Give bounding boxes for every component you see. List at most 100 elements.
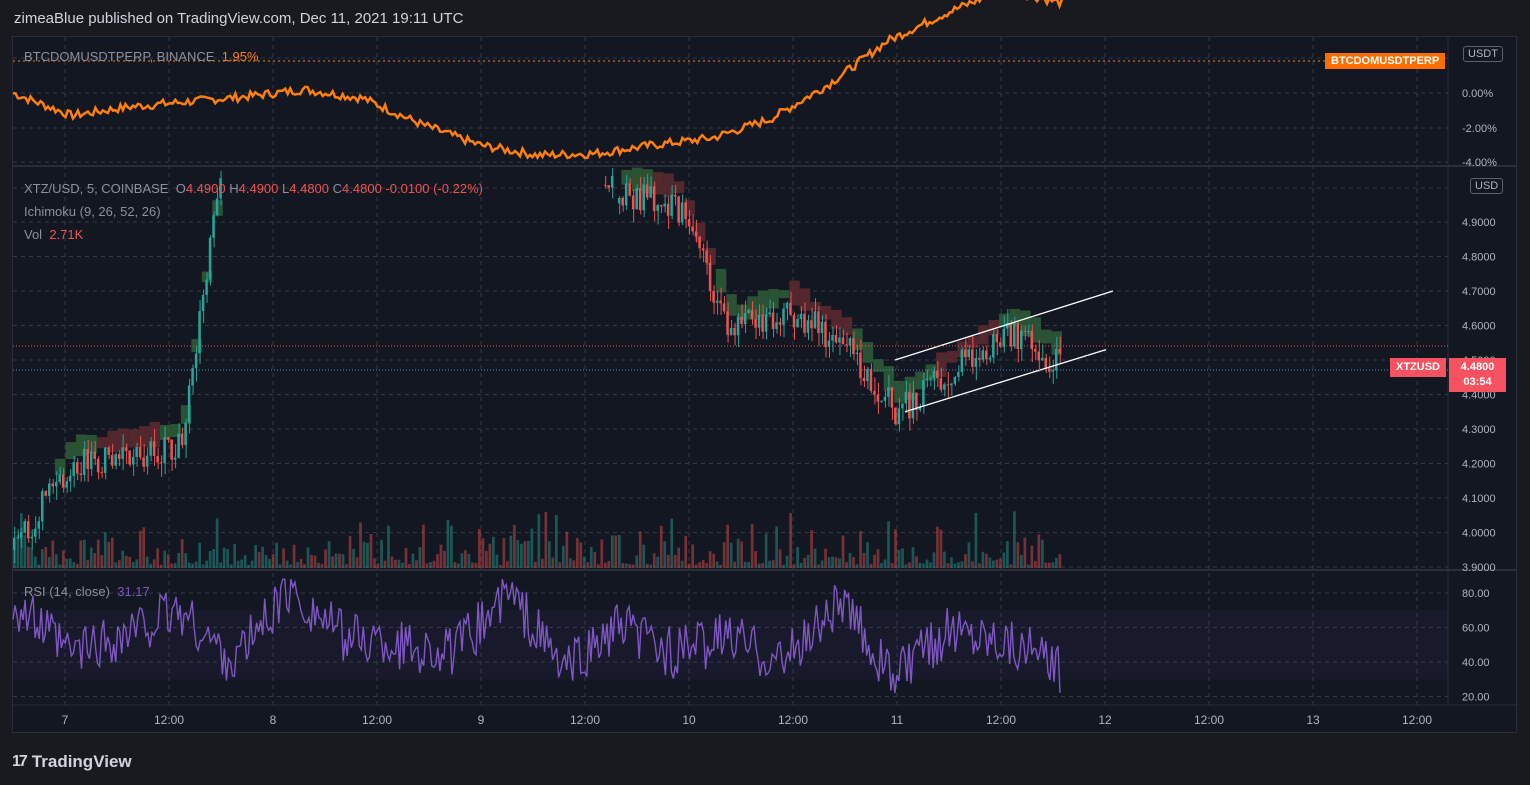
candle-body: [666, 203, 670, 216]
volume-bar: [268, 558, 271, 568]
volume-bar: [925, 559, 929, 568]
volume-bar: [180, 539, 184, 568]
volume-bar: [607, 560, 611, 568]
volume-bar: [495, 554, 499, 568]
candle-body: [107, 447, 110, 455]
dom-unit-button[interactable]: USDT: [1463, 46, 1503, 62]
cloud-segment: [778, 290, 790, 299]
volume-bar: [460, 553, 464, 568]
volume-bar: [457, 563, 460, 568]
rsi-y-tick-label: 40.00: [1462, 657, 1490, 669]
candle-body: [121, 447, 124, 459]
volume-bar: [708, 551, 712, 568]
volume-bar: [327, 541, 331, 568]
candle-body: [117, 454, 121, 459]
tradingview-footer[interactable]: 17 TradingView: [12, 752, 132, 772]
volume-bar: [670, 518, 674, 568]
volume-bar: [1023, 537, 1027, 568]
candle-body: [149, 441, 152, 456]
cloud-segment: [873, 359, 884, 372]
volume-bar: [726, 524, 730, 568]
candle-body: [736, 316, 740, 336]
candle-body: [796, 319, 799, 328]
volume-bar: [684, 536, 688, 568]
candle-body: [936, 370, 939, 379]
candle-body: [1027, 331, 1030, 333]
volume-bar: [23, 535, 27, 568]
candlesticks: [13, 168, 1061, 563]
volume-bar: [890, 563, 894, 568]
candle-body: [170, 439, 173, 460]
volume-bar: [810, 530, 813, 568]
candle-body: [873, 391, 876, 395]
volume-bar: [792, 564, 796, 568]
volume-bar: [219, 562, 222, 568]
candle-body: [778, 322, 782, 325]
volume-bar: [733, 561, 737, 568]
volume-bar: [575, 538, 579, 568]
volume-bar: [222, 547, 226, 568]
candle-body: [191, 368, 194, 386]
candle-body: [145, 455, 149, 467]
candle-body: [184, 422, 187, 446]
main-y-tick-label: 4.9000: [1462, 217, 1496, 229]
cloud-segment: [1041, 329, 1052, 344]
volume-bar: [813, 548, 817, 568]
candle-body: [677, 196, 680, 223]
candle-body: [768, 312, 771, 315]
candle-body: [163, 437, 166, 464]
volume-bar: [1034, 561, 1037, 568]
candle-body: [880, 400, 883, 402]
candle-body: [841, 337, 845, 345]
candle-body: [719, 300, 722, 304]
volume-bar: [1013, 511, 1016, 568]
volume-bar: [47, 556, 51, 568]
volume-bar: [1058, 554, 1062, 568]
volume-bar: [834, 557, 838, 568]
volume-bar: [631, 564, 635, 568]
volume-bar: [943, 551, 946, 568]
candle-body: [642, 184, 645, 211]
volume-bar: [701, 559, 705, 568]
volume-bar: [233, 544, 236, 568]
candle-body: [1002, 328, 1006, 347]
candle-body: [803, 313, 806, 333]
volume-bar: [373, 558, 376, 568]
volume-bar: [338, 553, 341, 568]
volume-bar: [418, 547, 422, 568]
volume-bar: [673, 555, 677, 568]
volume-bar: [568, 558, 572, 568]
volume-bar: [117, 560, 121, 568]
candle-body: [981, 350, 985, 360]
volume-bar: [208, 551, 212, 568]
volume-bar: [694, 564, 698, 568]
x-tick-label: 12:00: [1194, 713, 1224, 727]
volume-bar: [691, 544, 695, 568]
volume-bar: [869, 563, 873, 568]
candle-body: [932, 370, 936, 379]
candle-body: [659, 205, 663, 207]
volume-bar: [803, 557, 806, 568]
cloud-segment: [820, 305, 832, 320]
candle-body: [925, 378, 929, 381]
volume-bar: [806, 554, 810, 568]
cloud-segment: [936, 352, 947, 377]
main-unit-button[interactable]: USD: [1470, 178, 1504, 194]
candle-body: [918, 406, 922, 411]
volume-bar: [866, 542, 869, 568]
volume-bar: [369, 533, 373, 568]
candle-body: [156, 456, 159, 463]
volume-bar: [331, 556, 334, 568]
volume-bar: [51, 540, 55, 568]
candle-body: [617, 197, 621, 204]
volume-bar: [317, 562, 320, 568]
main-y-tick-label: 4.6000: [1462, 321, 1496, 333]
volume-bar: [488, 543, 492, 568]
volume-bar: [530, 528, 534, 568]
chart-frame[interactable]: [12, 36, 1517, 733]
cloud-segment: [631, 167, 643, 192]
volume-bar: [446, 519, 450, 568]
volume-bar: [247, 564, 250, 568]
volume-bar: [135, 559, 139, 568]
